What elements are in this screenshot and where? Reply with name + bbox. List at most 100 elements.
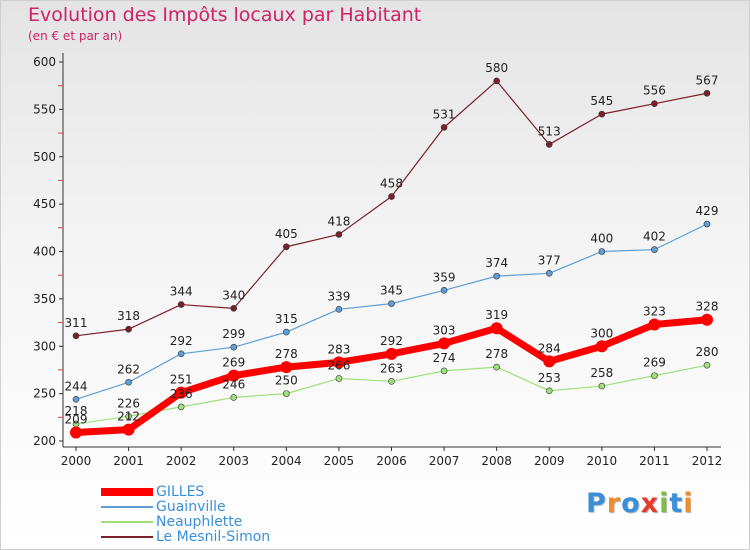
data-label-neauphlette: 274 <box>433 351 456 365</box>
data-label-gilles: 319 <box>485 308 508 322</box>
data-label-gilles: 323 <box>643 304 666 318</box>
data-label-guainville: 377 <box>538 253 561 267</box>
data-label-gilles: 292 <box>380 334 403 348</box>
logo-letter: i <box>659 488 670 519</box>
x-tick-label: 2011 <box>639 454 670 468</box>
data-point-guainville <box>335 305 343 313</box>
data-point-le-mesnil-simon <box>388 193 395 200</box>
data-point-neauphlette <box>440 367 448 375</box>
data-label-le-mesnil-simon: 567 <box>696 73 719 87</box>
data-point-guainville <box>72 396 80 403</box>
data-label-neauphlette: 236 <box>170 387 193 401</box>
axes: 200 250 300 350 400 450 500 550 600 2000 2001 2002 2… <box>33 53 722 468</box>
y-tick-label: 550 <box>33 102 56 116</box>
legend-label: Neauphlette <box>156 514 243 530</box>
x-tick-label: 2006 <box>376 454 407 468</box>
chart-subtitle: (en € et par an) <box>28 29 123 43</box>
data-point-gilles <box>385 347 398 360</box>
data-point-guainville <box>651 246 658 253</box>
data-point-gilles <box>332 356 345 369</box>
legend-swatch-guainville <box>101 506 153 508</box>
logo-letter: i <box>683 488 694 519</box>
data-point-neauphlette <box>598 382 606 390</box>
x-tick-label: 2004 <box>271 454 302 468</box>
data-label-gilles: 283 <box>327 342 350 356</box>
data-label-guainville: 359 <box>433 270 456 284</box>
data-point-neauphlette <box>493 363 500 371</box>
y-tick-label: 400 <box>33 245 56 259</box>
data-label-guainville: 262 <box>117 362 140 376</box>
data-point-neauphlette <box>703 361 711 369</box>
data-point-gilles <box>648 318 661 331</box>
y-tick-label: 600 <box>33 55 56 69</box>
data-point-le-mesnil-simon <box>651 100 658 107</box>
x-tick-label: 2010 <box>587 454 618 468</box>
data-label-guainville: 339 <box>327 289 350 303</box>
data-point-guainville <box>545 269 553 277</box>
legend-label: Guainville <box>156 499 226 515</box>
data-point-le-mesnil-simon <box>493 77 500 85</box>
logo-letter: P <box>586 488 607 519</box>
logo-letter: o <box>621 488 641 519</box>
data-label-le-mesnil-simon: 311 <box>65 316 88 330</box>
data-label-le-mesnil-simon: 556 <box>643 84 666 98</box>
data-label-le-mesnil-simon: 405 <box>275 227 298 241</box>
data-label-guainville: 299 <box>222 327 245 341</box>
data-point-neauphlette <box>651 372 658 379</box>
data-label-neauphlette: 226 <box>117 396 140 410</box>
data-label-guainville: 374 <box>485 256 508 270</box>
data-point-gilles <box>227 369 240 382</box>
data-label-guainville: 244 <box>65 379 88 393</box>
y-tick-label: 500 <box>33 150 56 164</box>
x-tick-label: 2001 <box>113 454 144 468</box>
data-label-neauphlette: 258 <box>590 366 613 380</box>
x-tick-label: 2000 <box>61 454 92 468</box>
data-point-le-mesnil-simon <box>703 89 711 97</box>
x-tick-label: 2009 <box>534 454 565 468</box>
data-label-gilles: 300 <box>590 326 613 340</box>
series-layer <box>70 77 713 439</box>
data-point-guainville <box>283 328 290 336</box>
data-point-gilles <box>701 313 713 326</box>
y-tick-label: 350 <box>33 292 56 306</box>
y-tick-label: 200 <box>33 434 56 448</box>
data-label-le-mesnil-simon: 344 <box>170 285 193 299</box>
data-label-guainville: 400 <box>590 232 613 246</box>
x-tick-label: 2008 <box>481 454 512 468</box>
y-tick-label: 250 <box>33 387 56 401</box>
data-label-gilles: 209 <box>65 412 88 426</box>
data-point-le-mesnil-simon <box>440 124 448 131</box>
data-label-guainville: 429 <box>696 204 719 218</box>
data-label-gilles: 278 <box>275 347 298 361</box>
chart-title: Evolution des Impôts locaux par Habitant <box>28 4 422 26</box>
data-point-gilles <box>543 355 556 368</box>
x-tick-label: 2003 <box>218 454 249 468</box>
data-point-le-mesnil-simon <box>545 141 553 148</box>
data-label-guainville: 402 <box>643 230 666 244</box>
data-point-guainville <box>493 272 500 280</box>
data-label-guainville: 315 <box>275 312 298 326</box>
data-label-neauphlette: 263 <box>380 361 403 375</box>
data-label-guainville: 345 <box>380 284 403 298</box>
legend-swatch-gilles <box>101 488 153 496</box>
data-point-neauphlette <box>388 378 395 385</box>
data-point-guainville <box>388 300 395 307</box>
y-tick-label: 300 <box>33 339 56 353</box>
data-point-neauphlette <box>545 387 553 395</box>
data-label-le-mesnil-simon: 418 <box>327 214 350 228</box>
data-label-le-mesnil-simon: 531 <box>433 107 456 121</box>
data-point-le-mesnil-simon <box>177 301 185 308</box>
data-label-neauphlette: 269 <box>643 356 666 370</box>
data-label-le-mesnil-simon: 545 <box>590 94 613 108</box>
data-label-neauphlette: 266 <box>327 358 350 372</box>
data-label-neauphlette: 246 <box>222 377 245 391</box>
data-point-gilles <box>122 423 135 436</box>
data-point-gilles <box>175 386 188 399</box>
data-point-neauphlette <box>283 390 290 397</box>
data-point-neauphlette <box>230 394 238 401</box>
data-label-le-mesnil-simon: 340 <box>222 288 245 302</box>
data-point-neauphlette <box>125 413 132 420</box>
proxiti-logo[interactable]: Proxiti <box>586 488 694 519</box>
data-point-guainville <box>703 220 711 228</box>
